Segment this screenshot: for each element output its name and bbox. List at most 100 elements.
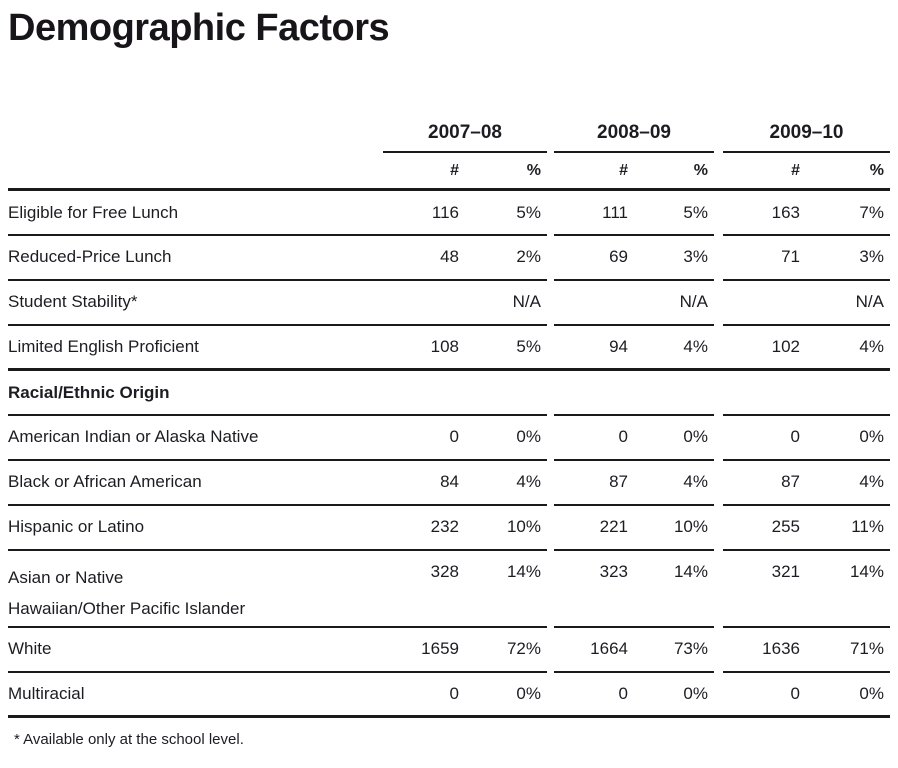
- year-header-2008-09: 2008–09: [554, 113, 714, 153]
- subheader-row: # % # % # %: [8, 151, 890, 192]
- percent-subheader: %: [465, 151, 547, 192]
- row-label: American Indian or Alaska Native: [8, 414, 383, 461]
- count-subheader: #: [383, 151, 465, 192]
- value-cell: 328: [383, 549, 465, 628]
- table-row-white: White 1659 72% 1664 73% 1636 71%: [8, 626, 890, 673]
- value-cell: 163: [723, 189, 806, 236]
- table-row-student-stability: Student Stability* N/A N/A N/A: [8, 279, 890, 326]
- value-cell: 4%: [634, 459, 714, 506]
- column-spacer: [547, 627, 554, 672]
- value-cell: 71%: [806, 626, 890, 673]
- count-subheader: #: [723, 151, 806, 192]
- row-label-line2: Hawaiian/Other Pacific Islander: [8, 598, 246, 618]
- section-label: Racial/Ethnic Origin: [8, 369, 383, 416]
- table-row-multiracial: Multiracial 0 0% 0 0% 0 0%: [8, 671, 890, 719]
- value-cell: 72%: [465, 626, 547, 673]
- value-cell: 5%: [465, 324, 547, 372]
- row-label: White: [8, 626, 383, 673]
- value-cell: [554, 369, 634, 416]
- column-spacer: [714, 190, 723, 235]
- value-cell: 321: [723, 549, 806, 628]
- column-spacer: [547, 151, 554, 192]
- column-spacer: [547, 324, 554, 372]
- value-cell: 0: [383, 671, 465, 719]
- value-cell: 11%: [806, 504, 890, 551]
- column-spacer: [714, 324, 723, 372]
- section-header-racial-ethnic-origin: Racial/Ethnic Origin: [8, 369, 890, 416]
- row-label: Eligible for Free Lunch: [8, 189, 383, 236]
- column-spacer: [714, 151, 723, 192]
- demographic-factors-table: 2007–08 2008–09 2009–10 # % # % # % Elig…: [8, 113, 890, 719]
- value-cell: 87: [723, 459, 806, 506]
- value-cell: 0%: [465, 414, 547, 461]
- row-label: Reduced-Price Lunch: [8, 234, 383, 281]
- value-cell: 102: [723, 324, 806, 372]
- row-label: Student Stability*: [8, 279, 383, 326]
- value-cell: [383, 369, 465, 416]
- value-cell: 14%: [806, 549, 890, 628]
- value-cell: 108: [383, 324, 465, 372]
- value-cell: 48: [383, 234, 465, 281]
- value-cell: 10%: [465, 504, 547, 551]
- value-cell: 1636: [723, 626, 806, 673]
- value-cell: 0: [554, 414, 634, 461]
- table-row-american-indian-alaska-native: American Indian or Alaska Native 0 0% 0 …: [8, 414, 890, 461]
- column-spacer: [547, 550, 554, 627]
- value-cell: 14%: [465, 549, 547, 628]
- value-cell: 4%: [634, 324, 714, 372]
- value-cell: 0: [723, 671, 806, 719]
- table-row-reduced-price-lunch: Reduced-Price Lunch 48 2% 69 3% 71 3%: [8, 234, 890, 281]
- column-spacer: [714, 370, 723, 415]
- value-cell: 94: [554, 324, 634, 372]
- column-spacer: [714, 114, 723, 152]
- table-row-asian-pacific-islander: Asian or Native Hawaiian/Other Pacific I…: [8, 549, 890, 628]
- row-label-line1: Asian or Native: [8, 567, 124, 587]
- value-cell: 14%: [634, 549, 714, 628]
- column-spacer: [547, 671, 554, 719]
- column-spacer: [547, 370, 554, 415]
- column-spacer: [714, 550, 723, 627]
- column-spacer: [714, 460, 723, 505]
- value-cell: 84: [383, 459, 465, 506]
- value-cell: [806, 369, 890, 416]
- value-cell: 69: [554, 234, 634, 281]
- value-cell: 111: [554, 189, 634, 236]
- value-cell: [383, 279, 465, 326]
- value-cell: 5%: [634, 189, 714, 236]
- label-subheader: [8, 151, 383, 192]
- value-cell: 221: [554, 504, 634, 551]
- column-spacer: [714, 235, 723, 280]
- value-cell: 73%: [634, 626, 714, 673]
- value-cell: 232: [383, 504, 465, 551]
- count-subheader: #: [554, 151, 634, 192]
- column-spacer: [547, 505, 554, 550]
- table-row-hispanic-latino: Hispanic or Latino 232 10% 221 10% 255 1…: [8, 504, 890, 551]
- value-cell: 323: [554, 549, 634, 628]
- value-cell: 10%: [634, 504, 714, 551]
- column-spacer: [547, 415, 554, 460]
- value-cell: 4%: [806, 459, 890, 506]
- table-footnote: * Available only at the school level.: [14, 731, 244, 749]
- value-cell: 4%: [806, 324, 890, 372]
- value-cell: 116: [383, 189, 465, 236]
- column-spacer: [547, 280, 554, 325]
- value-cell: 0%: [806, 671, 890, 719]
- percent-subheader: %: [634, 151, 714, 192]
- value-cell: 0: [383, 414, 465, 461]
- year-header-2009-10: 2009–10: [723, 113, 890, 153]
- value-cell: 3%: [634, 234, 714, 281]
- value-cell: 1659: [383, 626, 465, 673]
- column-spacer: [547, 460, 554, 505]
- value-cell: 0: [554, 671, 634, 719]
- year-header-row: 2007–08 2008–09 2009–10: [8, 113, 890, 153]
- value-cell: 0%: [634, 414, 714, 461]
- row-label: Limited English Proficient: [8, 324, 383, 372]
- value-cell: [634, 369, 714, 416]
- value-cell: N/A: [806, 279, 890, 326]
- value-cell: 255: [723, 504, 806, 551]
- value-cell: 1664: [554, 626, 634, 673]
- year-header-2007-08: 2007–08: [383, 113, 547, 153]
- value-cell: [723, 279, 806, 326]
- column-spacer: [714, 280, 723, 325]
- label-column-header: [8, 114, 383, 152]
